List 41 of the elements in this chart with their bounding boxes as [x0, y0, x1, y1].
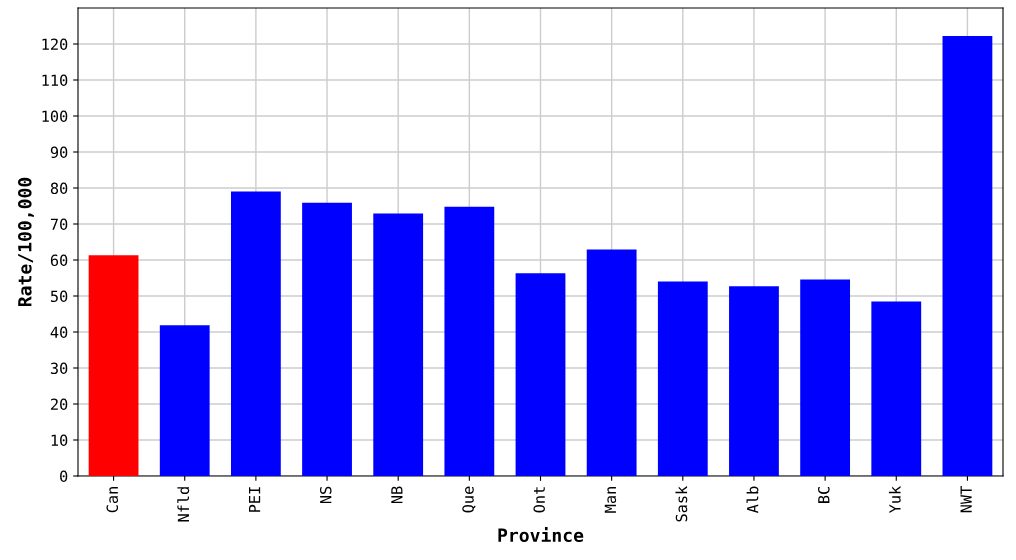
y-tick-label: 0 — [60, 470, 68, 483]
x-tick-label: NB — [391, 486, 403, 504]
bar — [657, 281, 708, 476]
x-tick-label: Que — [462, 486, 476, 513]
x-tick-label: Alb — [746, 486, 759, 514]
bar — [444, 206, 495, 476]
bar — [302, 202, 352, 476]
bar — [230, 191, 281, 476]
y-tick-label: 40 — [50, 326, 68, 339]
x-tick-label: Can — [106, 487, 119, 513]
x-tick-label: Nfld — [177, 487, 190, 522]
y-tick-label: 30 — [50, 362, 68, 375]
y-tick-label: 70 — [50, 218, 68, 231]
x-tick-label: Yuk — [888, 485, 901, 514]
y-tick-label: 90 — [50, 146, 68, 159]
x-tick-label: NS — [319, 486, 332, 504]
bar — [515, 273, 566, 476]
x-tick-label: BC — [818, 486, 830, 503]
y-tick-label: 100 — [42, 110, 68, 123]
bar — [729, 286, 779, 476]
y-axis-title: Rate/100,000 — [17, 177, 34, 307]
bar — [871, 301, 922, 476]
y-tick-label: 50 — [50, 290, 68, 303]
x-axis-title: Province — [498, 527, 584, 543]
bar — [942, 36, 993, 476]
x-tick-label: Sask — [675, 485, 688, 522]
y-tick-label: 60 — [50, 254, 68, 267]
x-tick-label: Ont — [533, 487, 545, 513]
y-tick-label: 20 — [51, 398, 68, 411]
bar — [88, 255, 139, 476]
x-tick-label: Man — [604, 487, 617, 513]
y-tick-label: 120 — [42, 38, 68, 51]
bar — [800, 279, 851, 476]
bar — [373, 213, 424, 476]
bar — [586, 249, 637, 476]
y-tick-label: 110 — [42, 74, 68, 87]
bar — [159, 325, 210, 476]
y-tick-label: 80 — [50, 182, 68, 195]
x-tick-label: NWT — [960, 486, 972, 513]
x-tick-label: PEI — [249, 487, 261, 512]
y-tick-label: 10 — [51, 434, 68, 447]
